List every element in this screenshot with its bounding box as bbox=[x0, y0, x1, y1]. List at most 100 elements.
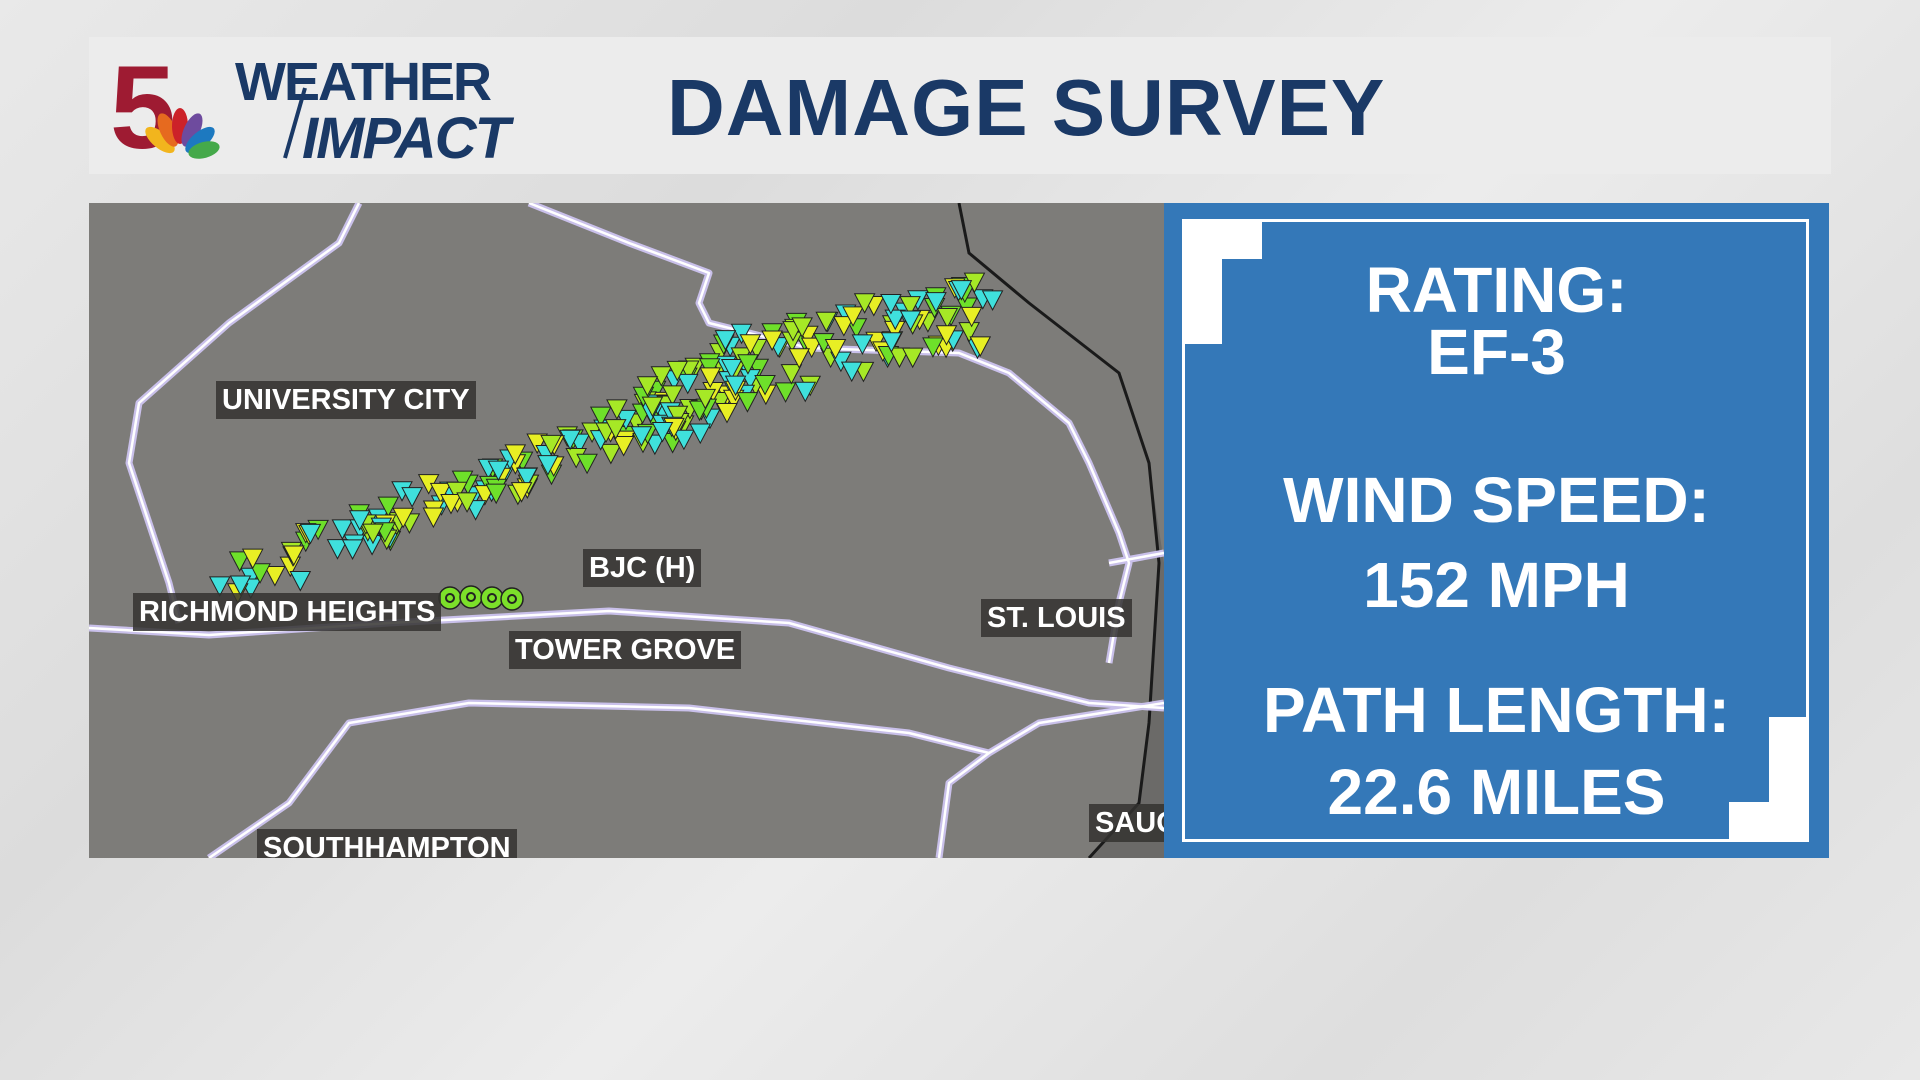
damage-point bbox=[392, 507, 414, 529]
damage-circle bbox=[459, 585, 483, 609]
damage-point bbox=[922, 337, 944, 358]
logo: 5 WEATHER IMPACT bbox=[110, 48, 517, 168]
damage-point bbox=[699, 367, 722, 388]
damage-point bbox=[641, 396, 664, 418]
map-label: TOWER GROVE bbox=[509, 631, 742, 669]
damage-point bbox=[526, 433, 548, 455]
damage-point bbox=[780, 364, 803, 385]
map-label: SOUTHHAMPTON bbox=[257, 829, 517, 858]
damage-point bbox=[299, 523, 322, 545]
map-label: RICHMOND HEIGHTS bbox=[133, 593, 442, 631]
map-label: BJC (H) bbox=[583, 549, 702, 587]
damage-point bbox=[228, 551, 251, 572]
damage-circle bbox=[487, 593, 497, 603]
damage-point bbox=[630, 426, 653, 447]
map-label: UNIVERSITY CITY bbox=[216, 381, 476, 419]
damage-point bbox=[880, 332, 903, 353]
damage-point bbox=[589, 406, 612, 428]
wind-label: WIND SPEED: bbox=[1283, 464, 1710, 536]
logo-line2: IMPACT bbox=[302, 106, 515, 168]
damage-point bbox=[559, 429, 581, 451]
damage-point bbox=[651, 421, 674, 443]
damage-points bbox=[208, 272, 1004, 611]
damage-point bbox=[289, 570, 312, 592]
damage-point bbox=[264, 565, 286, 587]
damage-circle bbox=[466, 592, 476, 602]
damage-point bbox=[901, 347, 924, 369]
map-layer bbox=[89, 203, 1164, 858]
damage-point bbox=[510, 482, 533, 503]
damage-point bbox=[377, 496, 400, 518]
logo-line1: WEATHER bbox=[235, 52, 491, 112]
map-label: SAUG bbox=[1089, 804, 1164, 842]
damage-point bbox=[737, 354, 759, 375]
damage-point bbox=[840, 361, 863, 383]
roads bbox=[89, 203, 1164, 858]
damage-point bbox=[936, 307, 959, 329]
damage-point bbox=[485, 483, 507, 505]
damage-point bbox=[899, 296, 921, 317]
damage-point bbox=[666, 360, 689, 382]
damage-point bbox=[451, 470, 474, 492]
damage-point bbox=[341, 539, 364, 560]
damage-point bbox=[788, 348, 811, 369]
damage-point bbox=[362, 523, 384, 545]
damage-circle bbox=[480, 586, 504, 610]
damage-point bbox=[720, 358, 743, 380]
damage-point bbox=[606, 399, 628, 420]
damage-point bbox=[724, 375, 747, 397]
peacock bbox=[145, 108, 220, 159]
damage-circle bbox=[507, 594, 517, 604]
map-label: ST. LOUIS bbox=[981, 599, 1132, 637]
panel-frame bbox=[1182, 219, 1809, 842]
damage-point bbox=[689, 423, 712, 445]
title: DAMAGE SURVEY bbox=[667, 63, 1386, 152]
damage-point bbox=[714, 330, 737, 351]
damage-point bbox=[249, 563, 271, 584]
damage-point bbox=[440, 493, 462, 515]
damage-point bbox=[761, 330, 783, 352]
damage-point bbox=[888, 347, 911, 369]
damage-point bbox=[981, 290, 1004, 311]
damage-point bbox=[884, 309, 907, 331]
damage-point bbox=[935, 325, 958, 346]
info-panel: RATING: EF-3 WIND SPEED: 152 MPH PATH LE… bbox=[1164, 203, 1829, 858]
damage-point bbox=[348, 510, 371, 531]
damage-point bbox=[716, 402, 738, 424]
damage-point bbox=[600, 443, 622, 465]
damage-point bbox=[666, 405, 689, 427]
damage-point bbox=[229, 575, 252, 597]
damage-point bbox=[487, 460, 510, 482]
damage-point bbox=[842, 306, 864, 327]
damage-point bbox=[673, 429, 695, 451]
damage-point bbox=[824, 338, 847, 360]
header-bar bbox=[89, 37, 1831, 174]
damage-point bbox=[241, 548, 264, 570]
damage-point bbox=[283, 545, 305, 567]
damage-point bbox=[815, 311, 838, 333]
damage-point bbox=[401, 487, 423, 508]
damage-point bbox=[540, 434, 562, 456]
damage-point bbox=[422, 507, 445, 529]
damage-point bbox=[331, 519, 354, 540]
rating-label: RATING: bbox=[1365, 254, 1628, 326]
damage-point bbox=[676, 373, 699, 395]
damage-point bbox=[800, 337, 823, 359]
damage-point bbox=[794, 381, 817, 403]
damage-point bbox=[899, 310, 922, 332]
damage-point bbox=[208, 576, 231, 597]
damage-point bbox=[636, 376, 659, 397]
damage-point bbox=[604, 419, 627, 440]
damage-point bbox=[791, 317, 813, 338]
path-value: 22.6 MILES bbox=[1327, 756, 1666, 828]
damage-point bbox=[853, 293, 876, 314]
damage-point bbox=[960, 306, 983, 328]
map: UNIVERSITY CITY BJC (H) RICHMOND HEIGHTS… bbox=[89, 203, 1164, 858]
damage-point bbox=[925, 292, 947, 313]
damage-point bbox=[612, 436, 635, 457]
damage-circle bbox=[445, 593, 455, 603]
damage-circle bbox=[438, 586, 462, 610]
damage-point bbox=[739, 334, 762, 355]
damage-point bbox=[851, 334, 874, 355]
